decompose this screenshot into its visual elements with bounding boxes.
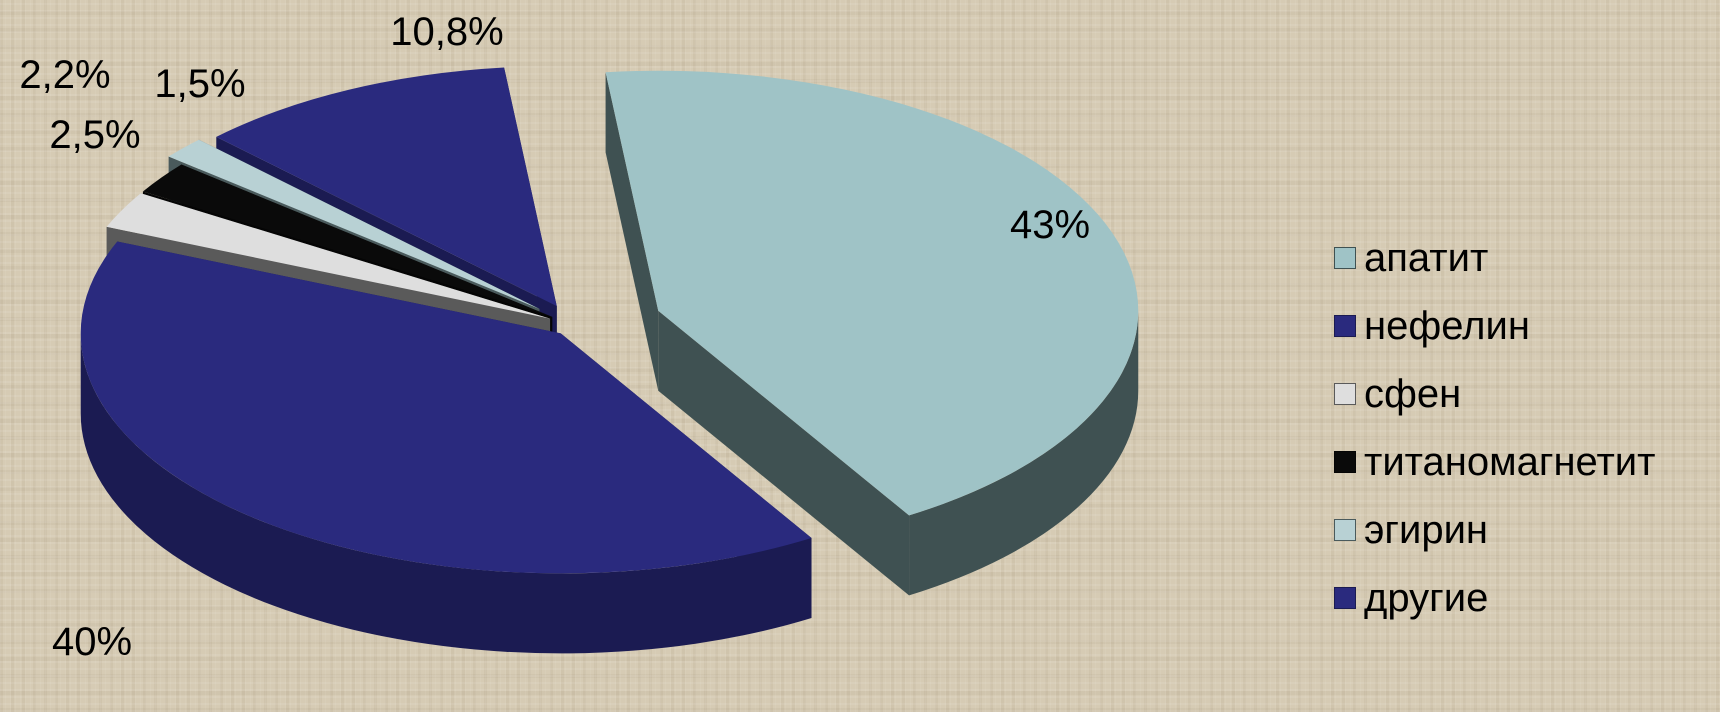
slice-top-titanomagnetite: [142, 164, 553, 317]
legend-swatch-aegirine: [1334, 519, 1356, 541]
pie-label-aegirine: 1,5%: [154, 62, 245, 106]
legend-item-titanomagnetite: титаномагнетит: [1334, 428, 1655, 496]
slice-wall-apatite-start: [605, 72, 659, 391]
pie-label-apatite: 43%: [1010, 203, 1090, 247]
pie-label-nepheline: 40%: [52, 620, 132, 664]
legend-swatch-sphene: [1334, 383, 1356, 405]
legend-label-aegirine: эгирин: [1364, 507, 1489, 552]
slice-top-nepheline: [80, 241, 812, 574]
chart-legend: апатит нефелин сфен титаномагнетит эгири…: [1334, 224, 1655, 632]
legend-item-apatite: апатит: [1334, 224, 1655, 292]
legend-label-sphene: сфен: [1364, 371, 1462, 416]
legend-swatch-other: [1334, 587, 1356, 609]
slice-rim-apatite: [909, 310, 1139, 596]
legend-swatch-apatite: [1334, 247, 1356, 269]
slice-rim-nepheline: [80, 333, 812, 654]
legend-item-nepheline: нефелин: [1334, 292, 1655, 360]
slice-top-apatite: [605, 70, 1139, 516]
pie-slice-apatite: [605, 70, 1139, 596]
slice-top-sphene: [106, 193, 551, 319]
slice-top-other: [216, 67, 557, 307]
legend-item-aegirine: эгирин: [1334, 496, 1655, 564]
slice-wall-apatite-end: [658, 310, 910, 596]
legend-item-sphene: сфен: [1334, 360, 1655, 428]
legend-label-nepheline: нефелин: [1364, 303, 1530, 348]
legend-item-other: другие: [1334, 564, 1655, 632]
legend-swatch-nepheline: [1334, 315, 1356, 337]
pie-label-titanomagnetite: 2,2%: [19, 53, 110, 97]
pie-slice-nepheline: [80, 241, 812, 654]
pie-label-sphene: 2,5%: [49, 113, 140, 157]
legend-label-titanomagnetite: титаномагнетит: [1364, 439, 1656, 484]
legend-label-other: другие: [1364, 575, 1489, 620]
legend-label-apatite: апатит: [1364, 235, 1489, 280]
pie-label-other: 10,8%: [390, 10, 503, 54]
slice-top-aegirine: [168, 139, 540, 309]
legend-swatch-titanomagnetite: [1334, 451, 1356, 473]
